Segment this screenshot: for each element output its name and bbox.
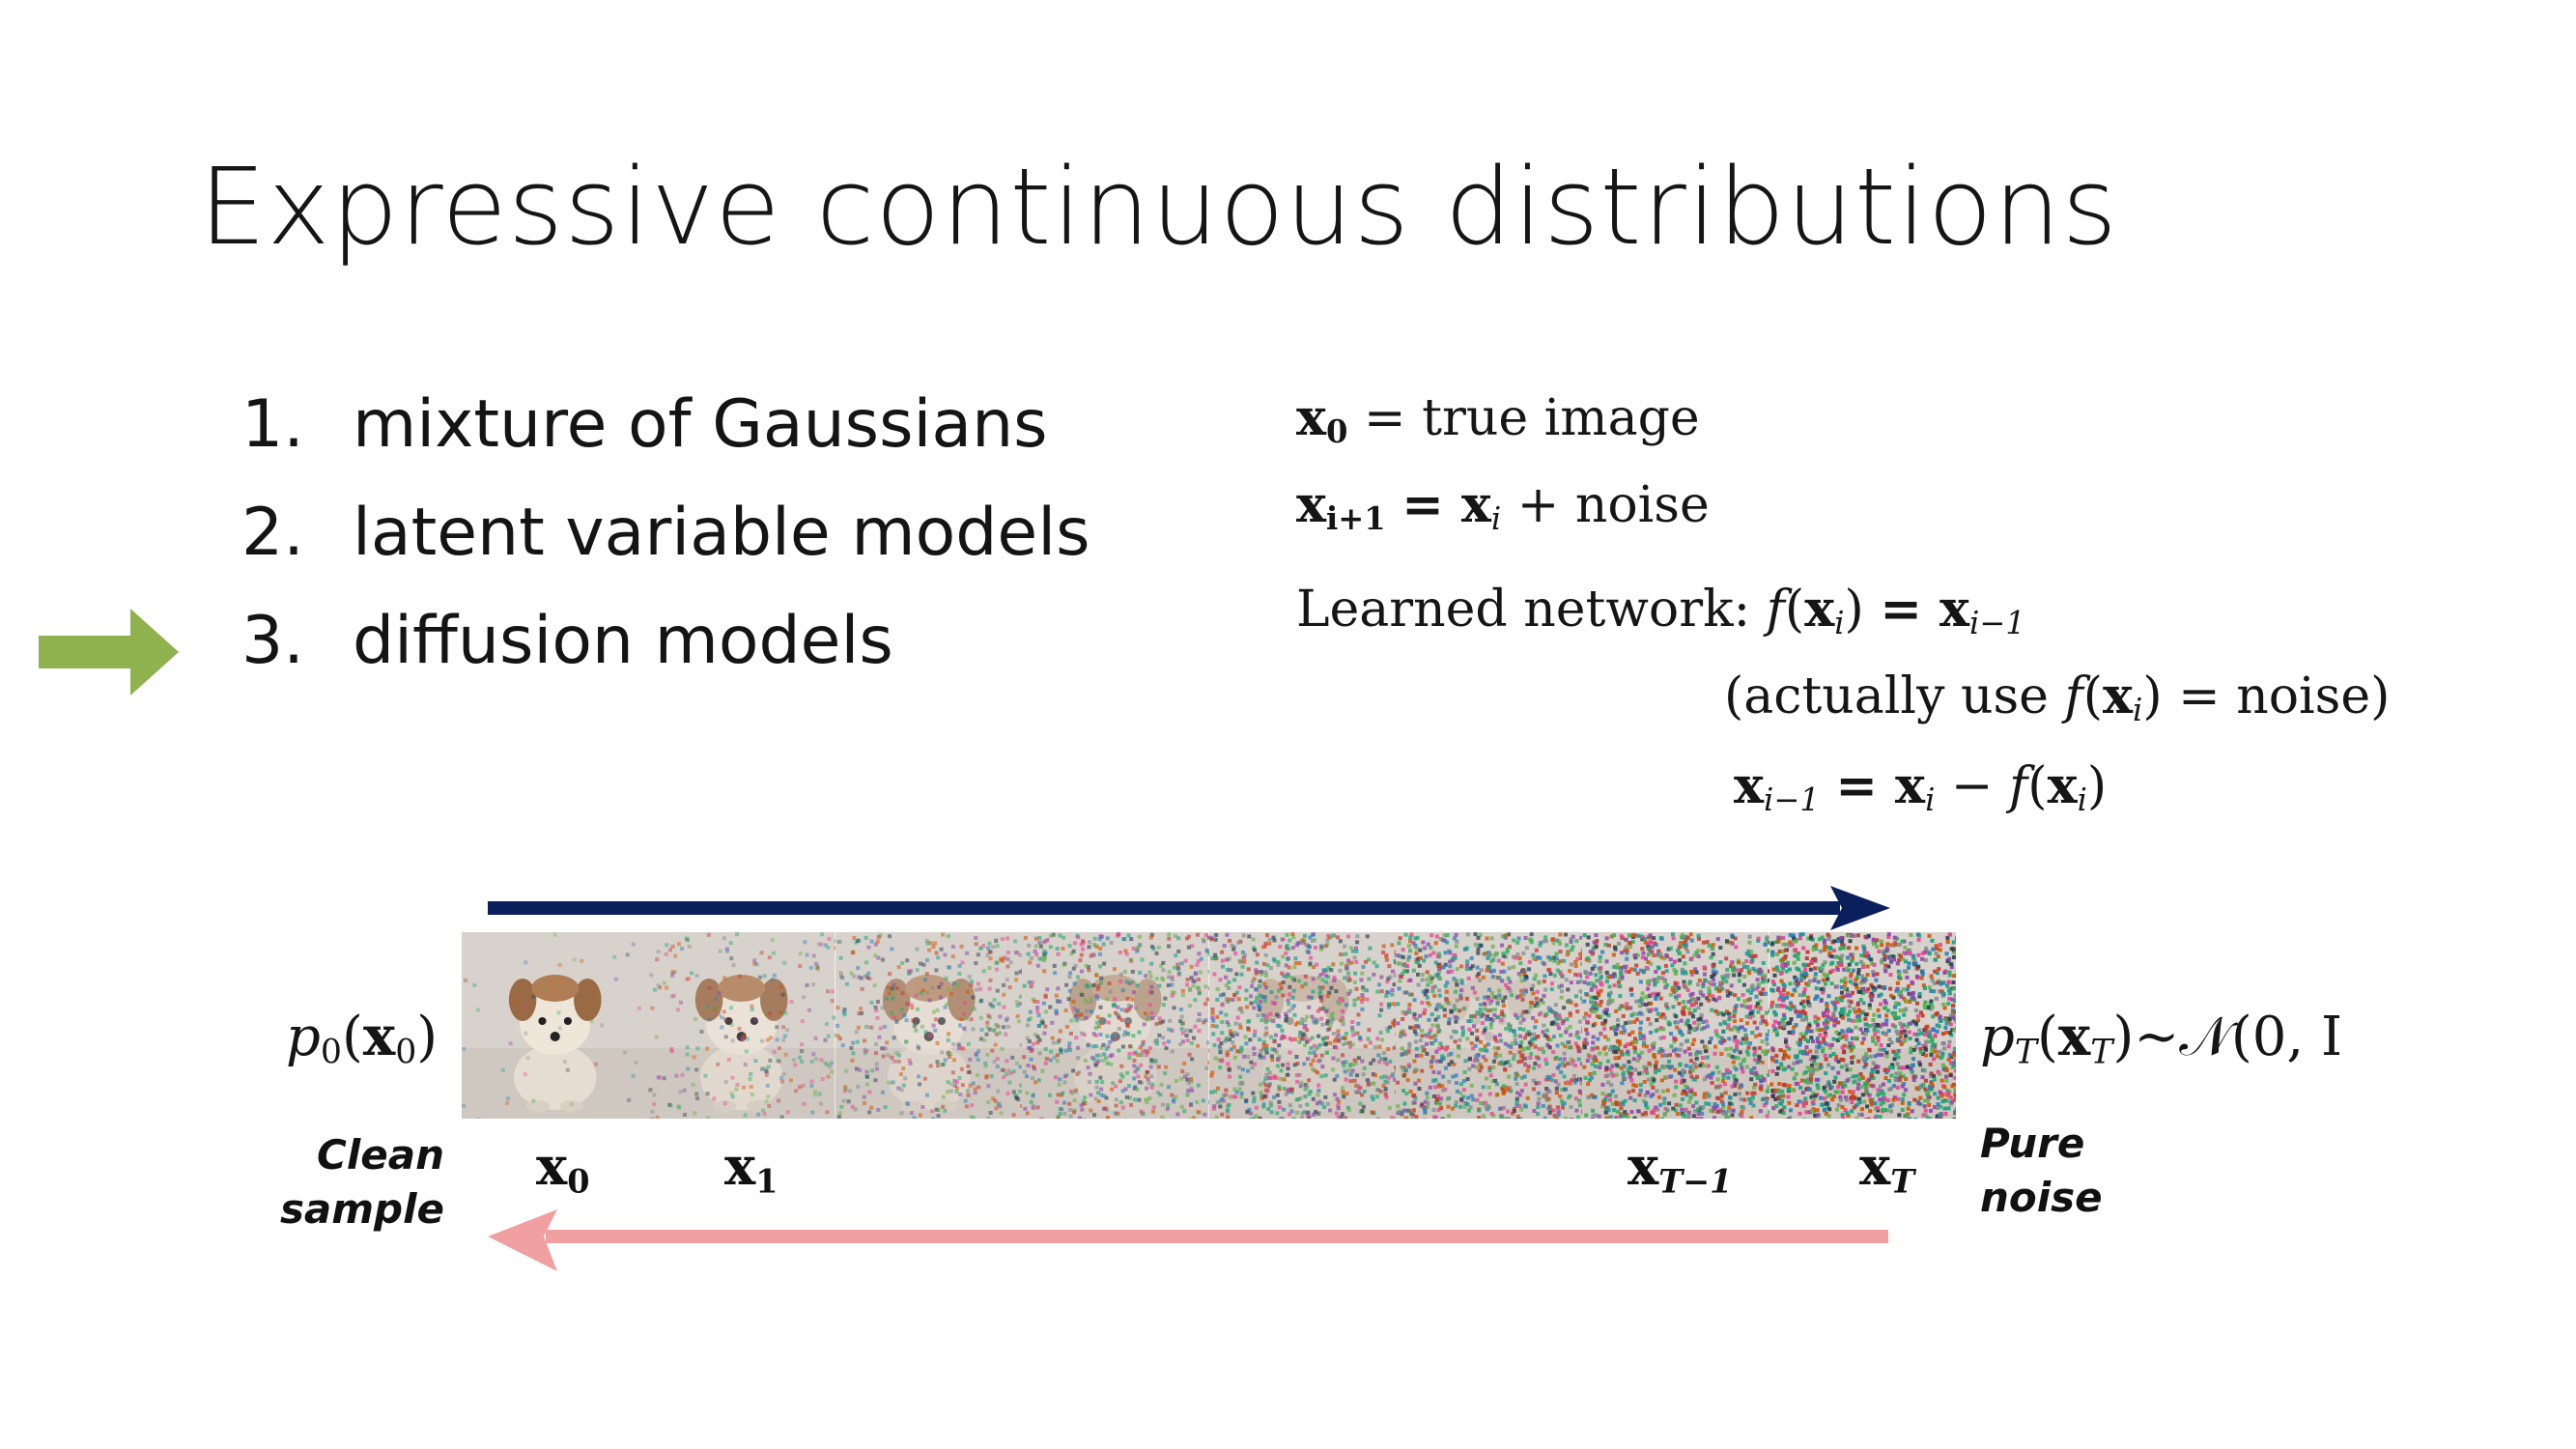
equation-learned-network: Learned network: f(xi) = xi−1 bbox=[1296, 580, 2025, 642]
diffusion-frame bbox=[1022, 932, 1209, 1119]
diffusion-frame bbox=[835, 932, 1023, 1119]
clean-sample-caption: Clean sample bbox=[279, 1131, 444, 1233]
noise-distribution-label: pT(xT)~𝒩(0, I bbox=[1980, 1005, 2343, 1072]
list-item: 3. diffusion models bbox=[241, 603, 893, 679]
equation-true-image: x0 = true image bbox=[1296, 388, 1700, 451]
reverse-process-arrow bbox=[488, 1209, 1888, 1271]
diffusion-frame bbox=[462, 932, 649, 1119]
frame-label-x0: x0 bbox=[536, 1135, 590, 1201]
frame-label-xT-1: xT−1 bbox=[1628, 1135, 1733, 1201]
list-item: 2. latent variable models bbox=[241, 495, 1090, 571]
frame-label-x1: x1 bbox=[724, 1135, 778, 1201]
diffusion-frame bbox=[1582, 932, 1769, 1119]
diffusion-frame bbox=[648, 932, 835, 1119]
frame-label-xT: xT bbox=[1859, 1135, 1915, 1201]
diffusion-frame bbox=[1208, 932, 1396, 1119]
diffusion-frame bbox=[1395, 932, 1583, 1119]
pure-noise-caption: Pure noise bbox=[1980, 1120, 2103, 1221]
equation-forward-step: xi+1 = xi + noise bbox=[1296, 475, 1710, 538]
list-item: 1. mixture of Gaussians bbox=[241, 386, 1048, 463]
equation-reverse-step: xi−1 = xi − f(xi) bbox=[1734, 756, 2108, 819]
diffusion-image-strip bbox=[462, 932, 1956, 1119]
pointer-arrow-icon bbox=[39, 609, 179, 696]
page-title: Expressive continuous distributions bbox=[199, 145, 2118, 269]
diffusion-frame bbox=[1769, 932, 1956, 1119]
equation-actual-use: (actually use f(xi) = noise) bbox=[1724, 667, 2391, 729]
forward-process-arrow bbox=[488, 886, 1890, 930]
data-distribution-label: p0(x0) bbox=[286, 1005, 439, 1072]
